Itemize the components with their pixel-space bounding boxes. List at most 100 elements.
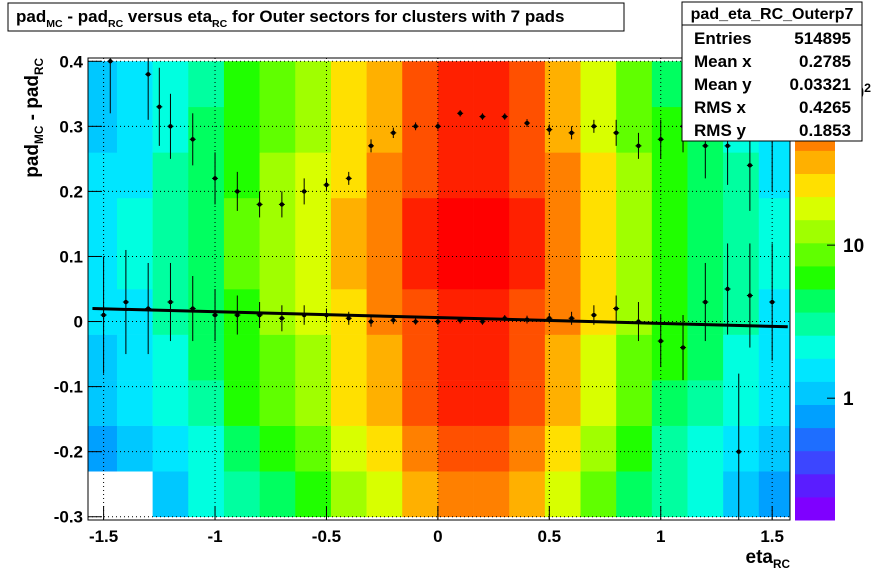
x-tick-label: 0 bbox=[433, 527, 442, 546]
heatmap-cell bbox=[116, 289, 153, 335]
y-tick-label: 0.4 bbox=[59, 52, 83, 71]
profile-point bbox=[703, 299, 708, 305]
plot-area bbox=[88, 58, 790, 520]
subscript: RC bbox=[773, 558, 790, 571]
heatmap-cell bbox=[687, 471, 724, 518]
heatmap-cell bbox=[580, 243, 617, 290]
heatmap-cell bbox=[223, 152, 260, 199]
subscript: MC bbox=[33, 125, 46, 144]
heatmap-cell bbox=[366, 61, 403, 108]
heatmap-cell bbox=[616, 289, 653, 335]
profile-point bbox=[569, 130, 574, 136]
heatmap-cell bbox=[295, 289, 332, 335]
heatmap-cell bbox=[330, 243, 367, 290]
heatmap-cell bbox=[295, 243, 332, 290]
heatmap-cell bbox=[437, 471, 474, 518]
profile-point bbox=[212, 176, 218, 181]
heatmap-cell bbox=[687, 380, 724, 426]
heatmap-cell bbox=[687, 334, 724, 381]
heatmap-cell bbox=[473, 243, 510, 290]
heatmap-cell bbox=[295, 425, 332, 472]
heatmap-cell bbox=[88, 106, 118, 153]
profile-point bbox=[279, 202, 285, 207]
profile-point bbox=[547, 127, 552, 132]
text-part: - pad bbox=[22, 75, 43, 126]
subscript: RC bbox=[33, 58, 46, 75]
heatmap-cell bbox=[758, 243, 790, 290]
heatmap-cell bbox=[366, 380, 403, 426]
heatmap-cell bbox=[366, 243, 403, 290]
stats-value: 0.2785 bbox=[799, 52, 851, 71]
heatmap-cell bbox=[295, 197, 332, 244]
heatmap-cell bbox=[88, 243, 118, 290]
heatmap-cell bbox=[188, 61, 225, 108]
profile-point bbox=[747, 293, 753, 298]
profile-point bbox=[368, 319, 374, 324]
heatmap-cell bbox=[473, 380, 510, 426]
heatmap-cell bbox=[580, 106, 617, 153]
stats-label: RMS x bbox=[694, 98, 747, 117]
subscript: RC bbox=[108, 18, 124, 30]
x-tick-label: 0.5 bbox=[537, 527, 561, 546]
palette-band bbox=[795, 358, 835, 382]
profile-point bbox=[190, 137, 195, 142]
heatmap-cell bbox=[330, 61, 367, 108]
profile-point bbox=[658, 338, 663, 344]
heatmap-cell bbox=[616, 152, 653, 199]
fit-line bbox=[92, 307, 788, 329]
profile-point bbox=[301, 189, 307, 194]
heatmap-cell bbox=[758, 197, 790, 244]
heatmap-cell bbox=[437, 334, 474, 381]
profile-point bbox=[591, 312, 597, 318]
chart-title: padMC - padRC versus etaRC for Outer sec… bbox=[16, 7, 565, 30]
heatmap-cell bbox=[473, 106, 510, 153]
heatmap-cell bbox=[723, 243, 760, 290]
heatmap-cell bbox=[402, 106, 439, 153]
profile-point bbox=[636, 143, 641, 149]
heatmap-cell bbox=[544, 61, 581, 108]
heatmap-cell bbox=[651, 197, 688, 244]
profile-point bbox=[680, 345, 686, 350]
heatmap-cell bbox=[366, 425, 403, 472]
heatmap-cell bbox=[758, 152, 790, 199]
profile-point bbox=[168, 299, 173, 305]
heatmap-cell bbox=[402, 197, 439, 244]
heatmap-cell bbox=[651, 152, 688, 199]
x-axis-label: etaRC bbox=[746, 547, 791, 571]
stats-label: RMS y bbox=[694, 121, 747, 140]
heatmap-cell bbox=[223, 425, 260, 472]
heatmap-cell bbox=[188, 425, 225, 472]
heatmap-cell bbox=[88, 152, 118, 199]
y-tick-label: -0.3 bbox=[54, 508, 83, 527]
heatmap-cell bbox=[402, 61, 439, 108]
heatmap-cell bbox=[758, 380, 790, 426]
heatmap-cell bbox=[437, 425, 474, 472]
z-tick-label: 10 bbox=[843, 236, 864, 257]
heatmap-cell bbox=[152, 380, 189, 426]
heatmap-cell bbox=[509, 289, 546, 335]
heatmap-cell bbox=[723, 289, 760, 335]
stats-title: pad_eta_RC_Outerp7 bbox=[691, 6, 854, 23]
heatmap-cell bbox=[473, 334, 510, 381]
heatmap-cell bbox=[723, 152, 760, 199]
heatmap-cell bbox=[580, 197, 617, 244]
heatmap-cell bbox=[544, 243, 581, 290]
heatmap-cell bbox=[473, 425, 510, 472]
heatmap-cell bbox=[88, 61, 118, 108]
heatmap-cell bbox=[259, 61, 296, 108]
profile-point bbox=[324, 182, 329, 188]
heatmap-cell bbox=[330, 334, 367, 381]
stats-box: pad_eta_RC_Outerp7 Entries 514895 Mean x 0.2… bbox=[681, 1, 863, 142]
heatmap-cell bbox=[758, 334, 790, 381]
heatmap-cell bbox=[152, 152, 189, 199]
heatmap-cell bbox=[295, 61, 332, 108]
palette-band bbox=[795, 219, 835, 244]
heatmap-cell bbox=[188, 152, 225, 199]
y-tick-label: 0 bbox=[74, 313, 83, 332]
heatmap-cell bbox=[188, 471, 225, 518]
heatmap-cell bbox=[544, 334, 581, 381]
heatmap-cell bbox=[116, 425, 153, 472]
profile-point bbox=[413, 124, 418, 129]
heatmap-cell bbox=[723, 471, 760, 518]
